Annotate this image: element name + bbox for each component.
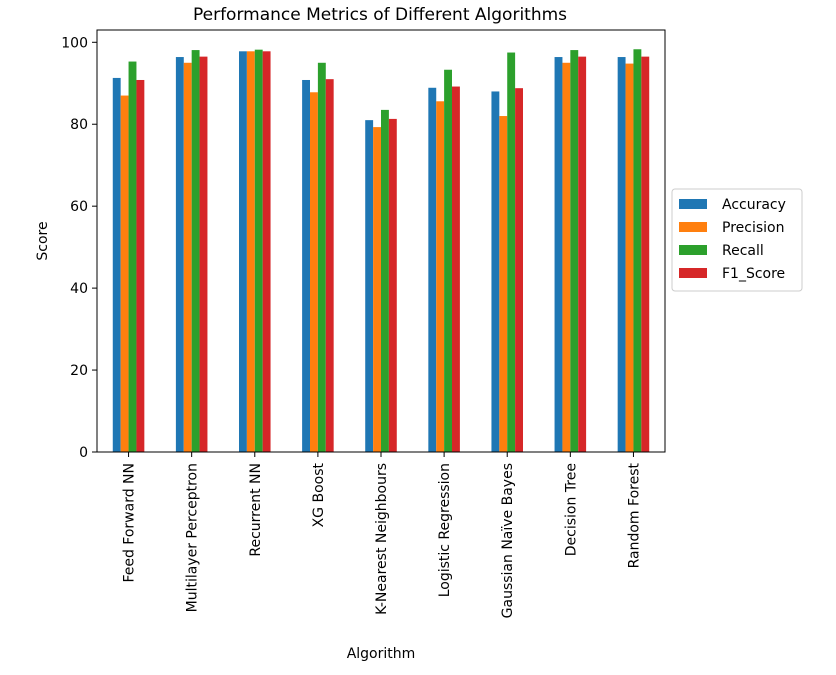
x-tick-label: Decision Tree bbox=[563, 463, 579, 556]
bar bbox=[641, 56, 650, 452]
x-tick-label: Random Forest bbox=[626, 463, 642, 569]
bar bbox=[128, 61, 137, 452]
bar bbox=[365, 120, 374, 452]
bar bbox=[554, 57, 563, 453]
bar bbox=[515, 88, 523, 452]
legend: Accuracy Precision Recall F1_Score bbox=[671, 188, 803, 292]
bar bbox=[136, 79, 145, 452]
x-axis: Feed Forward NN Multilayer Perceptron Recu… bbox=[122, 452, 642, 618]
bar bbox=[254, 49, 263, 453]
bar bbox=[633, 49, 642, 452]
bar bbox=[239, 51, 247, 452]
legend-label: Accuracy bbox=[722, 197, 786, 213]
bar bbox=[570, 50, 579, 452]
bar bbox=[325, 79, 334, 453]
y-tick-label: 80 bbox=[70, 117, 88, 133]
bar bbox=[381, 109, 389, 453]
bar bbox=[317, 62, 326, 452]
x-tick-label: XG Boost bbox=[311, 463, 327, 528]
legend-label: F1_Score bbox=[722, 266, 785, 282]
x-tick-label: Recurrent NN bbox=[248, 463, 264, 557]
legend-swatch bbox=[679, 199, 707, 209]
bar bbox=[428, 87, 437, 453]
legend-box bbox=[671, 188, 803, 292]
x-tick-label: Multilayer Perceptron bbox=[185, 463, 201, 612]
bar bbox=[388, 118, 397, 452]
bar bbox=[199, 56, 208, 452]
legend-swatch bbox=[679, 245, 707, 255]
y-tick-label: 100 bbox=[61, 35, 88, 51]
bar bbox=[617, 57, 626, 453]
bar bbox=[310, 92, 318, 452]
bar bbox=[302, 79, 310, 452]
bar bbox=[507, 52, 516, 452]
x-tick-label: Logistic Regression bbox=[437, 463, 453, 597]
x-tick-label: Gaussian Naïve Bayes bbox=[500, 463, 516, 618]
bar bbox=[578, 56, 587, 452]
legend-swatch bbox=[679, 222, 707, 232]
bar bbox=[499, 116, 508, 453]
bar bbox=[175, 57, 184, 453]
bar bbox=[120, 95, 129, 452]
bar bbox=[436, 101, 445, 453]
chart-title: Performance Metrics of Different Algorit… bbox=[193, 5, 567, 25]
bar bbox=[112, 77, 121, 453]
legend-label: Precision bbox=[722, 220, 784, 236]
y-tick-label: 20 bbox=[70, 363, 88, 379]
bar bbox=[444, 69, 452, 452]
x-tick-label: K-Nearest Neighbours bbox=[374, 463, 390, 615]
x-tick-label: Feed Forward NN bbox=[122, 463, 138, 583]
legend-swatch bbox=[679, 268, 707, 278]
y-axis-label: Score bbox=[35, 221, 51, 260]
bar bbox=[491, 91, 500, 453]
bar bbox=[373, 127, 381, 453]
bar bbox=[246, 51, 255, 452]
y-tick-label: 0 bbox=[79, 445, 88, 461]
bar bbox=[191, 50, 200, 452]
bar bbox=[452, 86, 460, 453]
bars-layer bbox=[112, 49, 650, 453]
bar bbox=[262, 51, 271, 452]
y-tick-label: 40 bbox=[70, 281, 88, 297]
bar bbox=[625, 63, 634, 452]
bar bbox=[562, 62, 571, 452]
legend-label: Recall bbox=[722, 243, 764, 259]
y-tick-label: 60 bbox=[70, 199, 88, 215]
y-axis: 0 20 40 60 80 100 bbox=[61, 35, 97, 461]
x-axis-label: Algorithm bbox=[347, 646, 416, 662]
bar bbox=[183, 62, 192, 452]
